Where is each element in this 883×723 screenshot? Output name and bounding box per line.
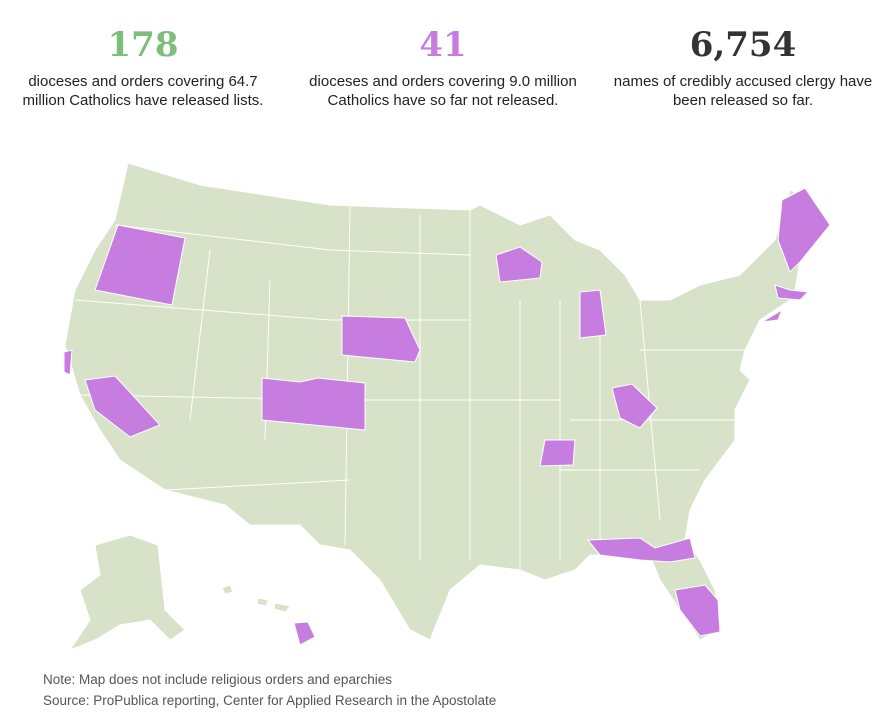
released-regions bbox=[63, 187, 831, 646]
stat-text: dioceses and orders covering 64.7 millio… bbox=[22, 73, 264, 109]
alaska bbox=[68, 534, 186, 652]
stat-number: 6,754 bbox=[689, 25, 797, 65]
us-mainland bbox=[64, 162, 831, 641]
stat-text: names of credibly accused clergy have be… bbox=[613, 73, 873, 109]
note: Note: Map does not include religious ord… bbox=[43, 672, 392, 687]
stat-number: 178 bbox=[107, 25, 179, 65]
source: Source: ProPublica reporting, Center for… bbox=[43, 693, 497, 708]
stat-text: dioceses and orders covering 9.0 million… bbox=[309, 73, 577, 109]
stat-number: 41 bbox=[419, 25, 467, 65]
stat: 178 dioceses and orders covering 64.7 mi… bbox=[8, 22, 278, 110]
stat: 41 dioceses and orders covering 9.0 mill… bbox=[308, 22, 578, 110]
map bbox=[63, 162, 831, 652]
hawaii bbox=[221, 584, 291, 613]
stat: 6,754 names of credibly accused clergy h… bbox=[608, 22, 878, 110]
